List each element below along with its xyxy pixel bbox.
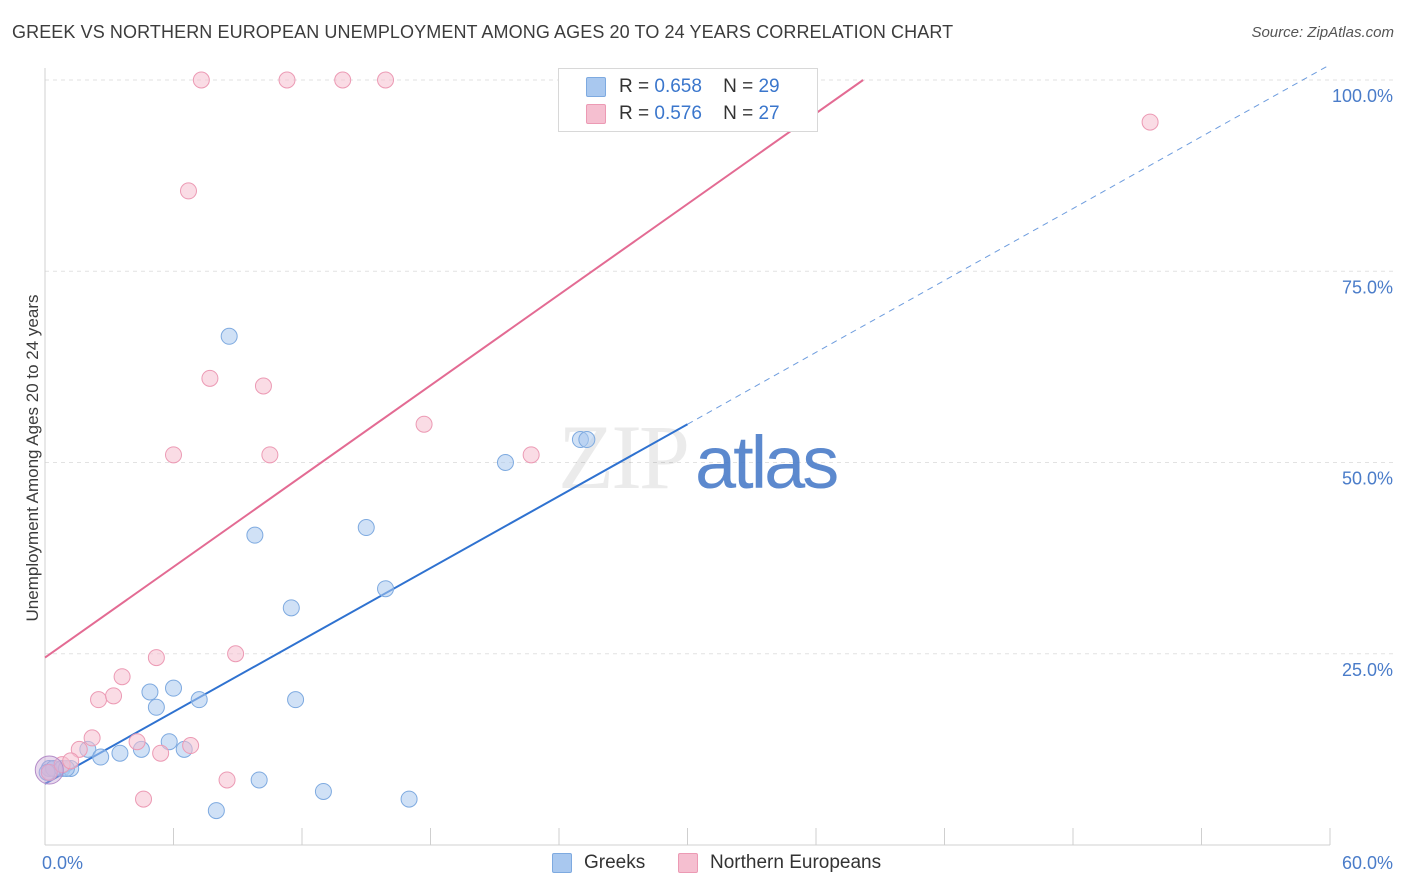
northern-europeans-point — [135, 790, 153, 808]
northern-europeans-point — [192, 71, 210, 89]
northern-europeans-point — [278, 71, 296, 89]
greeks-point — [246, 526, 264, 544]
northern-europeans-point — [179, 182, 197, 200]
watermark-zip: ZIP — [558, 406, 687, 508]
greeks-point — [207, 802, 225, 820]
legend-n-value: 29 — [758, 76, 780, 97]
y-tick-label: 50.0% — [1342, 469, 1393, 489]
greeks-point — [92, 748, 110, 766]
overlap-cluster-point — [34, 755, 64, 785]
greeks-trend-extension — [687, 64, 1331, 425]
greeks-point — [282, 599, 300, 617]
legend-r-value: 0.576 — [654, 103, 702, 124]
northern-europeans-point — [152, 744, 170, 762]
northern-europeans-point — [165, 446, 182, 464]
y-axis-label: Unemployment Among Ages 20 to 24 years — [23, 295, 42, 622]
northern-europeans-point — [182, 737, 200, 755]
northern-europeans-point — [105, 687, 123, 705]
northern-europeans-point — [227, 645, 245, 663]
greeks-point — [111, 744, 129, 762]
northern-europeans-swatch — [586, 104, 606, 124]
legend-n-label: N = — [723, 76, 754, 97]
northern-europeans-point — [40, 763, 58, 781]
northern-europeans-trend-line — [44, 79, 864, 659]
data-points — [34, 71, 1159, 820]
greeks-point — [165, 679, 182, 697]
legend-r-label: R = — [619, 103, 650, 124]
greeks-point — [250, 771, 268, 789]
x-tick-label-max: 60.0% — [1342, 853, 1393, 873]
northern-europeans-point — [415, 415, 433, 433]
legend-r-label: R = — [619, 76, 650, 97]
northern-europeans-point — [147, 649, 165, 667]
watermark: ZIP atlas — [558, 406, 837, 508]
stats-legend: R = 0.658 N = 29 R = 0.576 N = 27 — [558, 68, 818, 132]
greeks-swatch — [586, 77, 606, 97]
northern-europeans-point — [62, 752, 80, 770]
greeks-point — [377, 580, 395, 598]
greeks-point — [141, 683, 159, 701]
northern-europeans-point — [1141, 113, 1159, 131]
northern-europeans-point — [113, 668, 131, 686]
tick-labels: 25.0% 50.0% 75.0% 100.0% 0.0% 60.0% — [42, 86, 1393, 873]
northern-europeans-legend-swatch — [678, 853, 698, 873]
x-tick-label-min: 0.0% — [42, 853, 83, 873]
northern-europeans-point — [218, 771, 236, 789]
northern-europeans-point — [70, 740, 88, 758]
northern-europeans-point — [334, 71, 352, 89]
greeks-point — [220, 327, 238, 345]
watermark-atlas: atlas — [695, 421, 837, 504]
northern-europeans-point — [254, 377, 272, 395]
greeks-point — [287, 691, 305, 709]
northern-europeans-point — [128, 733, 146, 751]
greeks-point — [314, 782, 332, 800]
y-tick-label: 75.0% — [1342, 277, 1393, 297]
northern-europeans-point — [201, 369, 219, 387]
y-tick-label: 100.0% — [1332, 86, 1393, 106]
northern-europeans-legend-label: Northern Europeans — [710, 852, 882, 873]
greeks-legend-label: Greeks — [584, 852, 646, 873]
y-tick-label: 25.0% — [1342, 660, 1393, 680]
legend-n-value: 27 — [758, 103, 780, 124]
grid-lines — [45, 79, 1395, 655]
legend-n-label: N = — [723, 103, 754, 124]
greeks-point — [147, 698, 165, 716]
axes — [44, 68, 1331, 846]
trend-lines — [44, 64, 1331, 785]
greeks-point — [190, 691, 208, 709]
northern-europeans-point — [83, 729, 101, 747]
chart-title: GREEK VS NORTHERN EUROPEAN UNEMPLOYMENT … — [12, 22, 954, 42]
greeks-legend-swatch — [552, 853, 572, 873]
greeks-point — [160, 733, 178, 751]
greeks-point — [496, 454, 514, 471]
northern-europeans-point — [522, 446, 540, 464]
northern-europeans-point — [377, 71, 395, 89]
northern-europeans-point — [90, 691, 108, 709]
greeks-trend-line — [44, 423, 688, 785]
legend-r-value: 0.658 — [654, 76, 702, 97]
greeks-point — [400, 790, 418, 808]
northern-europeans-point — [261, 446, 279, 464]
greeks-point — [357, 519, 375, 537]
greeks-point — [578, 431, 596, 449]
source-label: Source: ZipAtlas.com — [1251, 24, 1394, 41]
